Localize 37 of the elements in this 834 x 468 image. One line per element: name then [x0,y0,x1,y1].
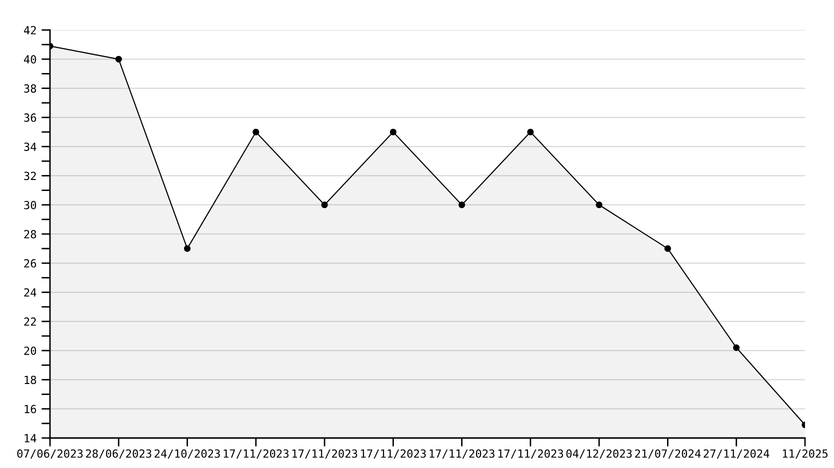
x-tick-label: 17/11/2023 [361,449,426,459]
y-tick-label: 18 [24,376,36,384]
y-tick-label: 42 [24,26,36,34]
point [458,202,466,208]
y-tick-label: 36 [24,113,36,122]
y-tick-label: 38 [24,84,36,93]
y-tick-label: 26 [24,259,36,268]
y-tick-label: 32 [24,172,36,180]
y-tick-label: 22 [24,317,36,326]
x-tick-label: 21/07/2024 [635,449,701,459]
x-tick-label: 28/06/2023 [86,449,152,459]
point [527,128,534,136]
y-tick-label: 28 [24,230,36,238]
y-tick-label: 14 [24,434,36,442]
y-tick-label: 34 [24,142,36,151]
x-tick-label: 27/11/2024 [704,449,770,459]
point [664,245,672,252]
point [733,344,740,351]
x-tick-label: 11/2025 [782,449,828,459]
y-tick-label: 20 [24,346,36,355]
x-tick-label: 24/10/2023 [154,449,220,459]
point [252,128,260,136]
point [390,128,396,136]
y-tick-label: 40 [24,55,36,64]
point [596,202,602,208]
y-tick-label: 30 [24,200,36,210]
x-tick-label: 17/11/2023 [430,449,494,459]
point [321,202,328,208]
y-tick-label: 24 [24,288,36,297]
x-tick-label: 17/11/2023 [292,449,358,459]
x-tick-label: 07/06/2023 [17,449,83,459]
x-tick-label: 04/12/2023 [566,449,632,459]
point [184,245,191,252]
y-tick-label: 16 [24,404,36,414]
point [115,56,122,62]
x-tick-label: 17/11/2023 [224,449,289,459]
x-tick-label: 17/11/2023 [498,449,564,459]
